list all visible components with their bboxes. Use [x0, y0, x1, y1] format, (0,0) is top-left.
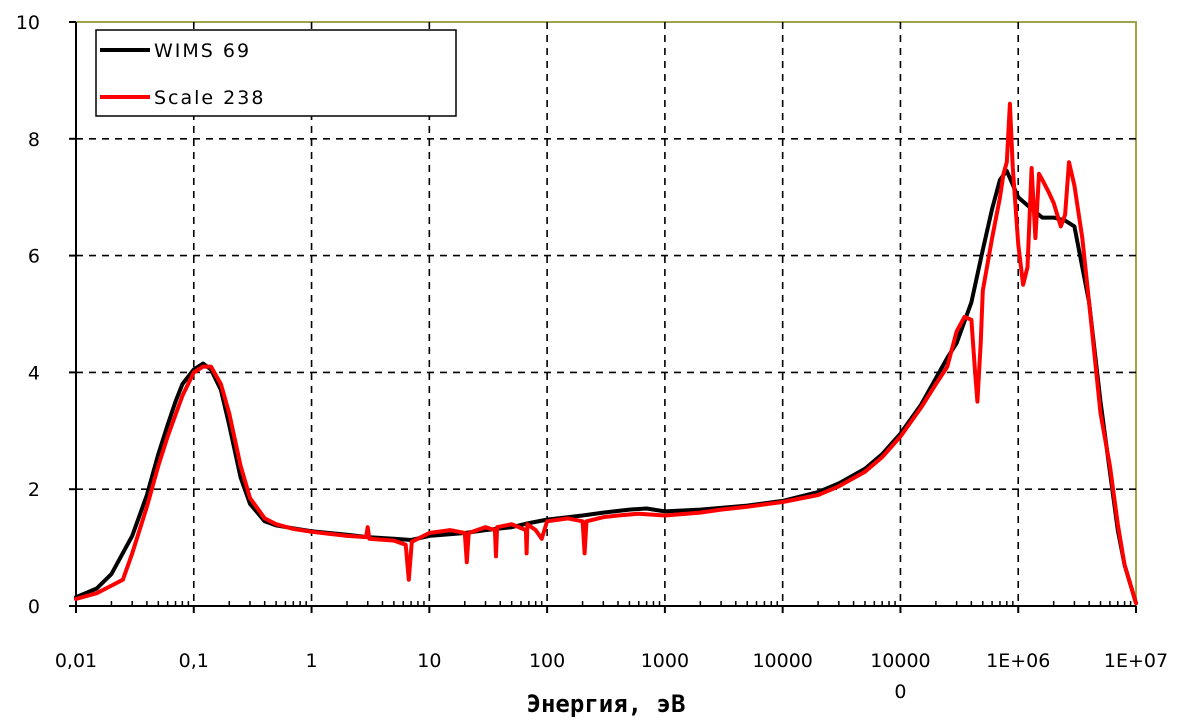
series-line-scale-238: [74, 101, 1138, 606]
x-tick-label: 0,01: [55, 650, 97, 672]
x-tick-label: 1: [306, 650, 318, 672]
x-axis-label: Энергия, эВ: [527, 690, 686, 718]
y-axis-tick-labels: 0 2 4 6 8 10: [16, 12, 40, 618]
y-tick-label: 2: [28, 479, 40, 501]
y-tick-label: 6: [28, 246, 40, 268]
legend-box: [95, 29, 457, 117]
x-tick-label: 1000: [641, 650, 689, 672]
series-layer: [74, 101, 1138, 606]
x-tick-label: 10: [417, 650, 441, 672]
legend: WIMS 69 Scale 238: [95, 29, 457, 117]
x-tick-label: 10000: [870, 650, 930, 672]
x-tick-label: 10000: [752, 650, 812, 672]
y-tick-label: 8: [28, 129, 40, 151]
x-tick-label: 1E+06: [986, 650, 1050, 672]
legend-label-wims-69: WIMS 69: [154, 40, 251, 62]
legend-label-scale-238: Scale 238: [154, 87, 265, 109]
x-tick-label: 1E+07: [1104, 650, 1168, 672]
grid-lines: [76, 22, 1136, 606]
y-tick-label: 0: [28, 596, 40, 618]
x-tick-label: 100: [529, 650, 565, 672]
x-tick-label-continuation: 0: [894, 681, 906, 703]
axis-lines: [69, 21, 1137, 613]
x-tick-label: 0,1: [179, 650, 209, 672]
y-tick-label: 10: [16, 12, 40, 34]
x-axis-tick-labels: 0,01 0,1 1 10 100 1000 10000 10000 0 1E+06 1E+07: [55, 650, 1168, 703]
y-tick-label: 4: [28, 362, 40, 384]
